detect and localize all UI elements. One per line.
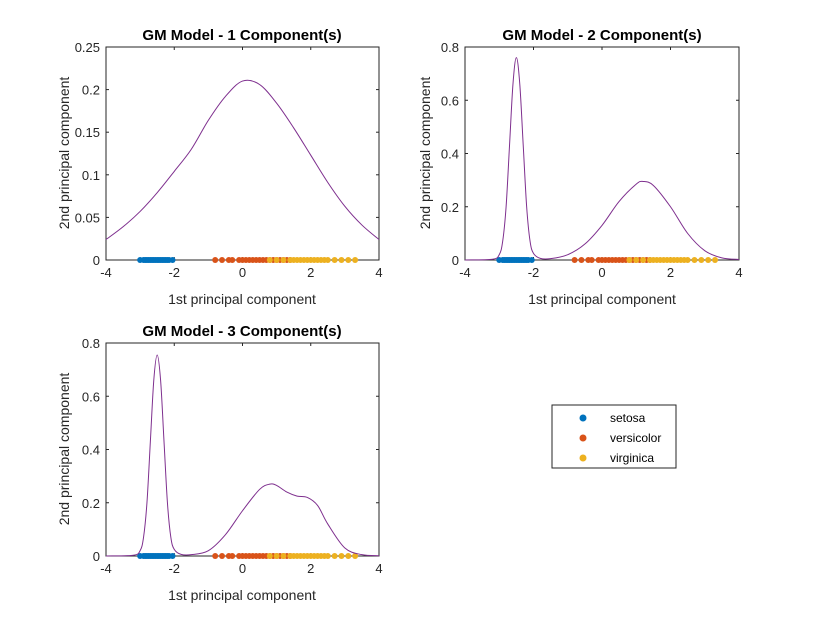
point-versicolor: [578, 257, 585, 263]
y-tick-label: 0.4: [82, 443, 100, 458]
point-virginica: [345, 553, 352, 559]
point-virginica: [698, 257, 705, 263]
density-curve: [105, 354, 380, 557]
x-tick-label: 2: [667, 265, 674, 280]
density-curve: [464, 57, 740, 261]
subplot-1: GM Model - 1 Component(s) 1st principal …: [56, 27, 383, 307]
y-tick-label: 0: [93, 253, 100, 268]
point-virginica: [266, 257, 273, 263]
point-setosa: [169, 553, 176, 559]
x-tick-label: 4: [375, 561, 382, 576]
point-versicolor: [219, 553, 226, 559]
point-versicolor: [229, 257, 236, 263]
x-tick-label: 0: [239, 561, 246, 576]
axes-box: [105, 342, 380, 557]
point-virginica: [705, 257, 712, 263]
point-virginica: [331, 257, 338, 263]
x-tick-label: -2: [168, 265, 180, 280]
legend-label-virginica: virginica: [610, 451, 654, 465]
y-tick-label: 0.6: [441, 93, 459, 108]
y-tick-label: 0.8: [82, 336, 100, 351]
point-virginica: [640, 257, 647, 263]
y-tick-label: 0.8: [441, 40, 459, 55]
point-virginica: [712, 257, 719, 263]
x-tick-label: -4: [459, 265, 471, 280]
x-axis-label: 1st principal component: [528, 291, 676, 307]
legend-label-setosa: setosa: [610, 411, 646, 425]
point-setosa: [528, 257, 535, 263]
scatter-points: [137, 257, 359, 263]
point-virginica: [331, 553, 338, 559]
x-tick-label: -4: [100, 265, 112, 280]
point-virginica: [273, 257, 280, 263]
subplot-3: GM Model - 3 Component(s) 1st principal …: [56, 323, 383, 603]
point-virginica: [280, 257, 287, 263]
point-virginica: [338, 257, 345, 263]
y-tick-label: 0.05: [75, 210, 100, 225]
x-tick-label: 2: [307, 561, 314, 576]
x-tick-label: -2: [528, 265, 540, 280]
density-curve: [105, 79, 380, 240]
point-virginica: [280, 553, 287, 559]
point-virginica: [273, 553, 280, 559]
point-virginica: [691, 257, 698, 263]
point-virginica: [324, 553, 331, 559]
y-tick-label: 0.6: [82, 389, 100, 404]
point-virginica: [633, 257, 640, 263]
y-axis-label: 2nd principal component: [56, 77, 72, 230]
point-versicolor: [212, 257, 219, 263]
subplot-2: GM Model - 2 Component(s) 1st principal …: [417, 27, 743, 307]
point-virginica: [352, 553, 359, 559]
axes-title: GM Model - 3 Component(s): [142, 323, 341, 340]
x-tick-label: 0: [598, 265, 605, 280]
scatter-points: [496, 257, 719, 263]
point-versicolor: [212, 553, 219, 559]
point-virginica: [345, 257, 352, 263]
x-tick-label: 4: [735, 265, 742, 280]
point-versicolor: [219, 257, 226, 263]
x-tick-label: -2: [168, 561, 180, 576]
axes-title: GM Model - 2 Component(s): [502, 27, 701, 44]
y-tick-label: 0.15: [75, 125, 100, 140]
y-tick-label: 0.2: [82, 83, 100, 98]
point-versicolor: [588, 257, 595, 263]
axes-box: [464, 46, 740, 261]
y-tick-label: 0: [452, 253, 459, 268]
y-tick-label: 0.4: [441, 147, 459, 162]
point-virginica: [338, 553, 345, 559]
point-virginica: [626, 257, 633, 263]
legend-marker-virginica: [579, 454, 587, 462]
point-setosa: [169, 257, 176, 263]
ticks: -4 -2 0 2 4 0 0.2 0.4 0.6 0.8: [441, 40, 743, 280]
legend-marker-setosa: [579, 414, 587, 422]
ticks: -4 -2 0 2 4 0 0.05 0.1 0.15 0.2 0.25: [75, 40, 383, 280]
legend-label-versicolor: versicolor: [610, 431, 661, 445]
point-versicolor: [229, 553, 236, 559]
point-virginica: [352, 257, 359, 263]
x-axis-label: 1st principal component: [168, 291, 316, 307]
x-tick-label: 0: [239, 265, 246, 280]
x-tick-label: 4: [375, 265, 382, 280]
point-virginica: [684, 257, 691, 263]
x-tick-label: -4: [100, 561, 112, 576]
legend-marker-versicolor: [579, 434, 587, 442]
y-tick-label: 0.25: [75, 40, 100, 55]
y-axis-label: 2nd principal component: [56, 373, 72, 526]
y-tick-label: 0.1: [82, 168, 100, 183]
legend: setosa versicolor virginica: [551, 404, 677, 469]
legend-box: [551, 404, 677, 469]
y-tick-label: 0: [93, 549, 100, 564]
axes-box: [105, 46, 380, 261]
axes-title: GM Model - 1 Component(s): [142, 27, 341, 44]
scatter-points: [137, 553, 359, 559]
y-axis-label: 2nd principal component: [417, 77, 433, 230]
point-virginica: [266, 553, 273, 559]
x-axis-label: 1st principal component: [168, 587, 316, 603]
y-tick-label: 0.2: [441, 200, 459, 215]
point-virginica: [324, 257, 331, 263]
x-tick-label: 2: [307, 265, 314, 280]
point-versicolor: [571, 257, 578, 263]
y-tick-label: 0.2: [82, 496, 100, 511]
